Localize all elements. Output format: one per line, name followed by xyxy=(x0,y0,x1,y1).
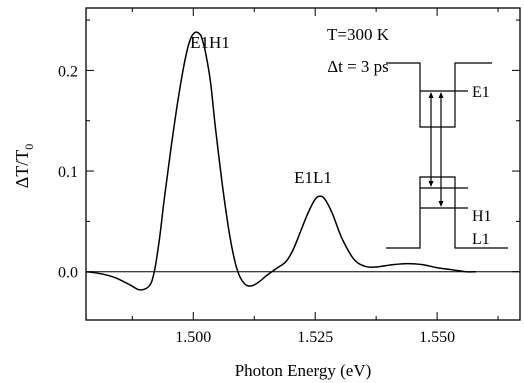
valence-band-edge xyxy=(386,176,508,249)
y-tick-label: 0.0 xyxy=(58,265,78,282)
peak-label-e1l1: E1L1 xyxy=(294,168,332,187)
conduction-band-edge xyxy=(386,62,492,128)
arrowhead-icon xyxy=(438,92,444,98)
delay-annotation: Δt = 3 ps xyxy=(327,57,389,76)
peak-label-e1h1: E1H1 xyxy=(190,33,230,52)
svg-text:ΔT/T0: ΔT/T0 xyxy=(12,144,36,189)
x-tick-label: 1.525 xyxy=(297,329,333,346)
y-axis-title-subscript: 0 xyxy=(22,144,36,150)
arrowhead-icon xyxy=(428,181,434,187)
y-tick-label: 0.1 xyxy=(58,164,78,181)
y-axis-title-main: ΔT/T xyxy=(12,150,32,189)
plot-frame xyxy=(85,7,521,321)
level-label-l1: L1 xyxy=(472,231,490,248)
x-tick-label: 1.550 xyxy=(419,329,455,346)
level-label-e1: E1 xyxy=(472,84,490,101)
y-tick-label: 0.2 xyxy=(58,63,78,80)
level-label-h1: H1 xyxy=(472,208,492,225)
arrowhead-icon xyxy=(428,92,434,98)
y-axis-title: ΔT/T0 xyxy=(12,144,36,189)
x-axis-ticks: 1.500 1.525 1.550 xyxy=(131,8,499,346)
arrowhead-icon xyxy=(438,201,444,207)
spectrum-series-line xyxy=(85,31,477,291)
band-diagram-inset xyxy=(386,62,508,249)
x-axis-title: Photon Energy (eV) xyxy=(235,361,372,380)
x-tick-label: 1.500 xyxy=(175,329,211,346)
y-axis-ticks: 0.0 0.1 0.2 xyxy=(58,19,520,282)
temperature-annotation: T=300 K xyxy=(327,25,390,44)
